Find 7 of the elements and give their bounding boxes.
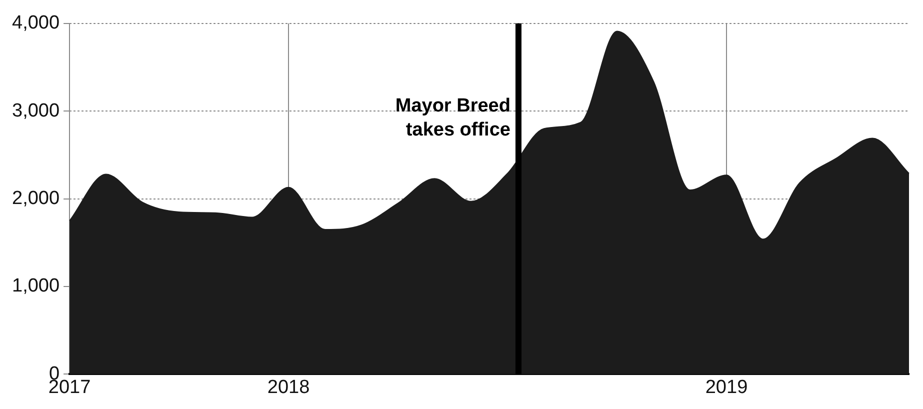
x-tick-label: 2018	[267, 376, 310, 398]
annotation: Mayor Breed takes office	[395, 95, 510, 140]
y-tick-label: 4,000	[12, 12, 60, 34]
x-tick-label: 2019	[705, 376, 748, 398]
y-tick-label: 1,000	[12, 276, 60, 297]
y-tick-label: 3,000	[12, 100, 60, 122]
y-tick-label: 2,000	[12, 188, 60, 210]
